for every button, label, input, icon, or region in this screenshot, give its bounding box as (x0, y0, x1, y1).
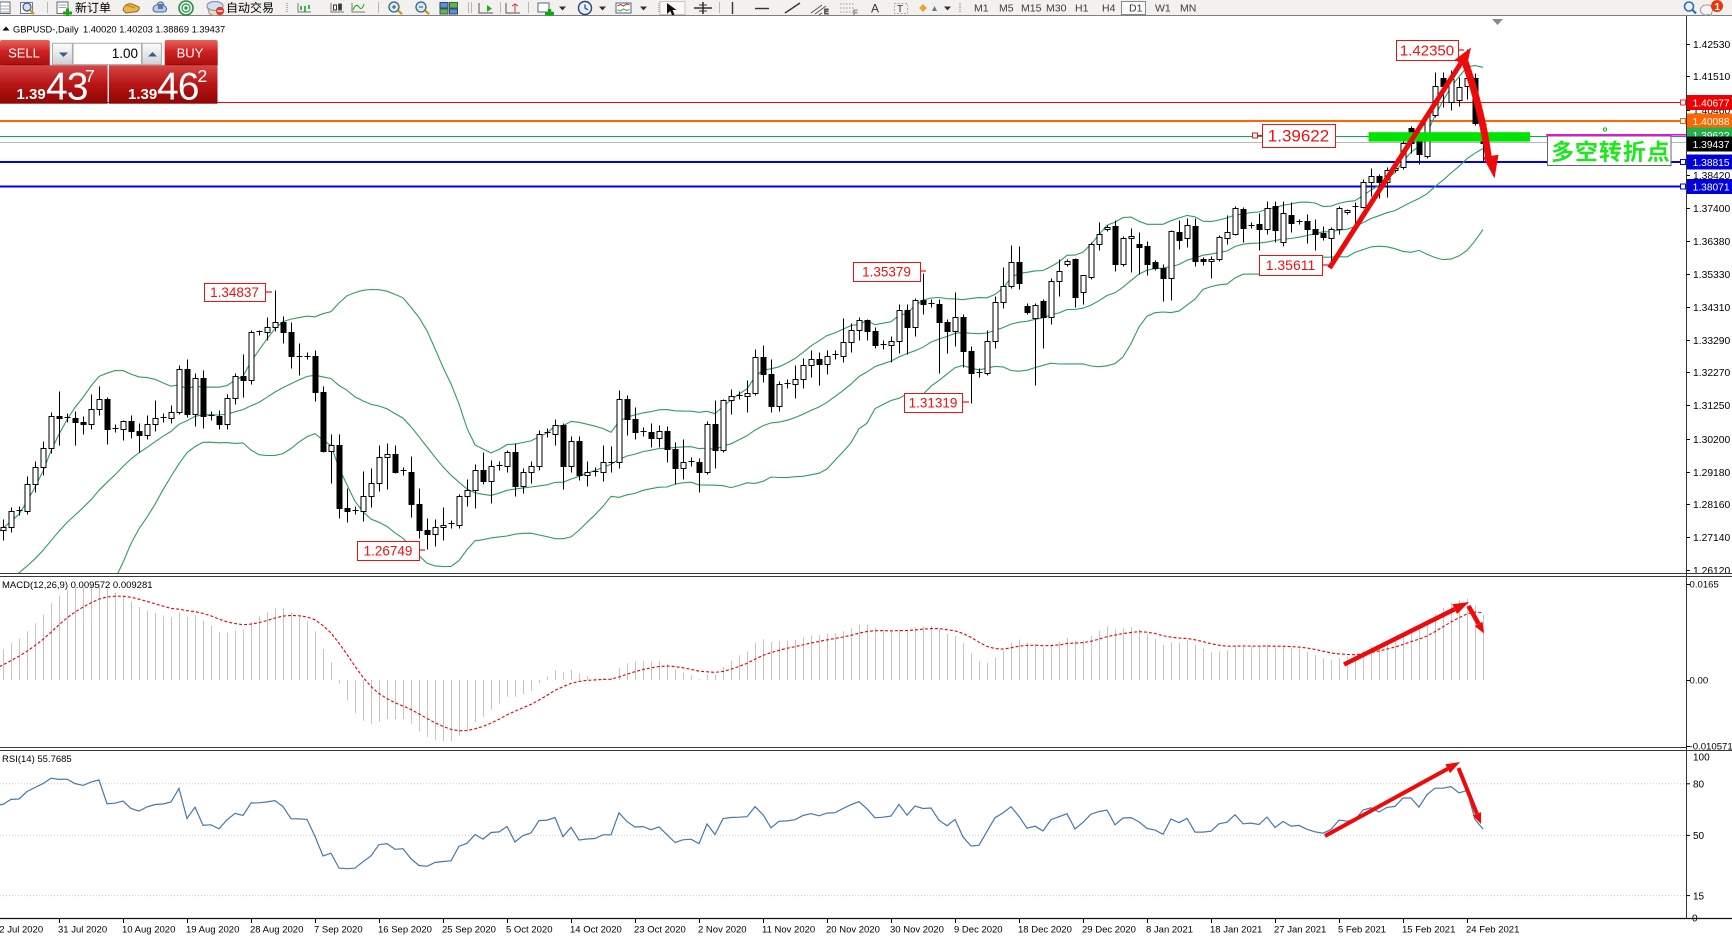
svg-text:14 Oct 2020: 14 Oct 2020 (570, 925, 622, 936)
svg-text:25 Sep 2020: 25 Sep 2020 (442, 925, 496, 936)
svg-text:1.38815: 1.38815 (1693, 158, 1730, 169)
svg-text:D1: D1 (1129, 3, 1143, 15)
svg-text:31 Jul 2020: 31 Jul 2020 (58, 925, 107, 936)
svg-text:16 Sep 2020: 16 Sep 2020 (378, 925, 432, 936)
svg-text:0: 0 (1692, 914, 1698, 925)
svg-text:0.0165: 0.0165 (1690, 580, 1719, 591)
svg-text:1.39622: 1.39622 (1268, 127, 1329, 146)
svg-text:1.41510: 1.41510 (1693, 72, 1730, 83)
svg-text:1.40460: 1.40460 (1693, 106, 1730, 117)
svg-text:5 Oct 2020: 5 Oct 2020 (506, 925, 552, 936)
svg-text:1.30200: 1.30200 (1693, 435, 1730, 446)
svg-text:SELL: SELL (8, 46, 40, 61)
svg-text:22 Jul 2020: 22 Jul 2020 (0, 925, 43, 936)
svg-text:A: A (871, 2, 879, 16)
svg-text:1.31319: 1.31319 (909, 395, 958, 410)
svg-text:29 Dec 2020: 29 Dec 2020 (1082, 925, 1136, 936)
svg-text:27 Jan 2021: 27 Jan 2021 (1274, 925, 1326, 936)
svg-text:H1: H1 (1075, 3, 1089, 15)
svg-text:M30: M30 (1046, 3, 1067, 15)
svg-text:W1: W1 (1155, 3, 1171, 15)
svg-text:1.42350: 1.42350 (1400, 42, 1454, 59)
svg-text:8 Jan 2021: 8 Jan 2021 (1146, 925, 1193, 936)
svg-text:1.34310: 1.34310 (1693, 303, 1730, 314)
svg-text:5 Feb 2021: 5 Feb 2021 (1338, 925, 1386, 936)
svg-text:1.38071: 1.38071 (1693, 182, 1730, 193)
svg-text:1.00: 1.00 (112, 46, 138, 61)
svg-text:1.27140: 1.27140 (1693, 533, 1730, 544)
svg-text:1.40088: 1.40088 (1693, 117, 1730, 128)
svg-text:2 Nov 2020: 2 Nov 2020 (698, 925, 747, 936)
svg-text:15 Feb 2021: 15 Feb 2021 (1402, 925, 1455, 936)
svg-text:7 Sep 2020: 7 Sep 2020 (314, 925, 363, 936)
svg-text:GBPUSD-,Daily: GBPUSD-,Daily (13, 25, 79, 35)
svg-text:43: 43 (46, 66, 87, 109)
svg-text:1.39: 1.39 (17, 86, 46, 103)
svg-text:10 Aug 2020: 10 Aug 2020 (122, 925, 175, 936)
svg-text:M1: M1 (974, 3, 989, 15)
svg-text:15: 15 (1693, 891, 1705, 902)
svg-text:1.39437: 1.39437 (1693, 140, 1730, 151)
svg-text:1.39: 1.39 (128, 86, 157, 103)
svg-text:2: 2 (198, 66, 208, 86)
svg-text:M5: M5 (999, 3, 1014, 15)
svg-text:MN: MN (1180, 3, 1196, 15)
svg-text:1.26749: 1.26749 (364, 543, 413, 558)
svg-text:1.26120: 1.26120 (1693, 566, 1730, 577)
svg-text:BUY: BUY (177, 46, 204, 61)
svg-text:M15: M15 (1021, 3, 1042, 15)
svg-text:1.32270: 1.32270 (1693, 368, 1730, 379)
svg-text:1.35611: 1.35611 (1266, 257, 1316, 273)
svg-text:1.35330: 1.35330 (1693, 270, 1730, 281)
svg-text:11 Nov 2020: 11 Nov 2020 (762, 925, 815, 936)
svg-text:100: 100 (1693, 753, 1710, 764)
svg-text:H4: H4 (1102, 3, 1116, 15)
svg-text:1.36380: 1.36380 (1693, 237, 1730, 248)
svg-text:30 Nov 2020: 30 Nov 2020 (890, 925, 944, 936)
svg-text:19 Aug 2020: 19 Aug 2020 (186, 925, 239, 936)
svg-text:1.42530: 1.42530 (1693, 40, 1730, 51)
svg-text:1.33290: 1.33290 (1693, 336, 1730, 347)
svg-text:9 Dec 2020: 9 Dec 2020 (954, 925, 1003, 936)
svg-text:20 Nov 2020: 20 Nov 2020 (826, 925, 880, 936)
svg-text:1.38420: 1.38420 (1693, 171, 1730, 182)
svg-text:E: E (824, 9, 829, 16)
svg-text:-0.010571: -0.010571 (1690, 742, 1732, 753)
svg-text:1.28160: 1.28160 (1693, 500, 1730, 511)
svg-text:MACD(12,26,9) 0.009572 0.00928: MACD(12,26,9) 0.009572 0.009281 (2, 580, 153, 591)
svg-text:1.40020 1.40203 1.38869 1.3943: 1.40020 1.40203 1.38869 1.39437 (83, 25, 225, 35)
svg-text:1.31250: 1.31250 (1693, 401, 1730, 412)
svg-text:1.34837: 1.34837 (210, 285, 259, 300)
svg-text:7: 7 (85, 66, 95, 86)
svg-text:80: 80 (1693, 780, 1705, 791)
svg-text:1.29180: 1.29180 (1693, 468, 1730, 479)
svg-text:0.00: 0.00 (1690, 676, 1709, 687)
svg-text:46: 46 (157, 66, 198, 109)
svg-text:18 Jan 2021: 18 Jan 2021 (1210, 925, 1262, 936)
svg-text:18 Dec 2020: 18 Dec 2020 (1018, 925, 1072, 936)
svg-text:24 Feb 2021: 24 Feb 2021 (1466, 925, 1519, 936)
svg-text:RSI(14) 55.7685: RSI(14) 55.7685 (2, 754, 72, 765)
svg-text:1.37400: 1.37400 (1693, 204, 1730, 215)
svg-text:50: 50 (1693, 831, 1705, 842)
svg-text:23 Oct 2020: 23 Oct 2020 (634, 925, 686, 936)
svg-text:T: T (897, 4, 903, 15)
svg-text:1.39622: 1.39622 (1693, 131, 1730, 142)
svg-text:1: 1 (1715, 2, 1721, 13)
svg-text:F: F (853, 10, 857, 16)
svg-text:1.35379: 1.35379 (862, 264, 911, 279)
svg-text:1.40677: 1.40677 (1693, 98, 1730, 109)
svg-text:28 Aug 2020: 28 Aug 2020 (250, 925, 303, 936)
